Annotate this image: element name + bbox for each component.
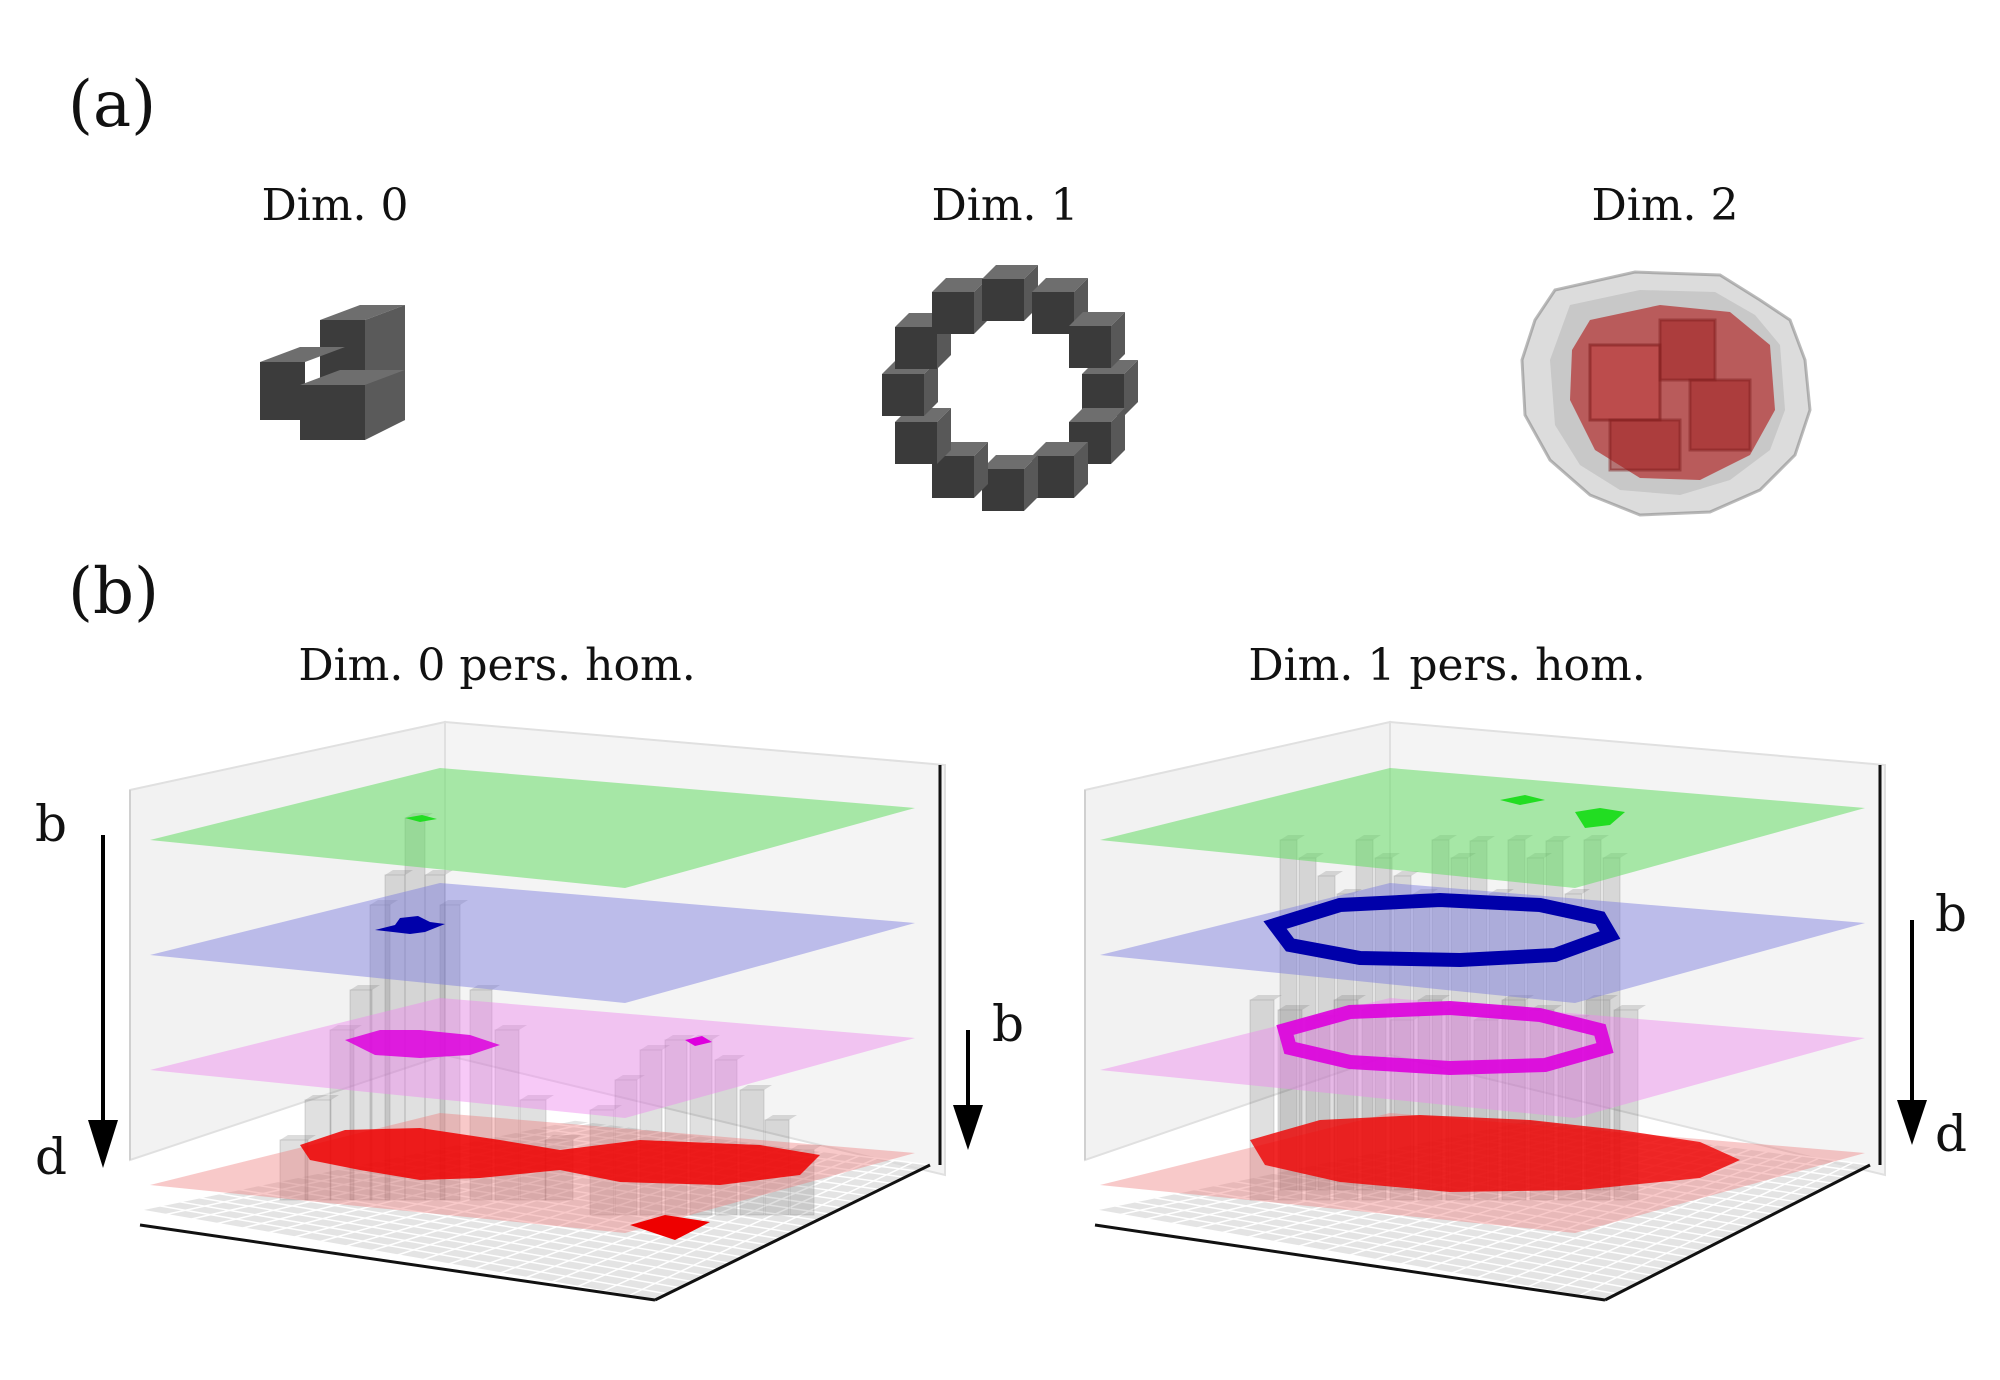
right-arrow-birth-label: b: [1935, 885, 1968, 943]
left-green-plane: [150, 768, 915, 888]
dim2-voxel-sphere: [1520, 270, 1812, 517]
left-long-arrowhead: [88, 1120, 118, 1168]
left-blue-plane: [150, 883, 915, 1003]
dim1-voxel-ring: [882, 265, 1138, 511]
panel-b-label: (b): [68, 555, 159, 629]
left-level-planes: [150, 768, 915, 1233]
right-box-front-edges: [1084, 765, 1882, 1302]
right-highlights: [1250, 795, 1740, 1192]
dim1-title: Dim. 1: [931, 180, 1079, 231]
dim0-voxel-cluster: [260, 305, 405, 440]
left-highlights: [300, 815, 820, 1240]
panel-a-label: (a): [68, 68, 157, 142]
left-short-arrow-birth-label: b: [992, 995, 1025, 1053]
dim0-pers-hom-title: Dim. 0 pers. hom.: [298, 640, 696, 691]
right-arrowhead: [1897, 1100, 1927, 1145]
left-box-front-edges: [129, 765, 942, 1302]
left-magenta-plane: [150, 998, 915, 1118]
left-short-arrowhead: [953, 1105, 983, 1150]
right-green-plane: [1100, 768, 1865, 888]
left-long-arrow-death-label: d: [35, 1128, 68, 1186]
left-long-arrow-birth-label: b: [35, 795, 68, 853]
right-arrow-death-label: d: [1935, 1105, 1968, 1163]
dim2-title: Dim. 2: [1591, 180, 1739, 231]
dim0-title: Dim. 0: [261, 180, 409, 231]
dim1-pers-hom-title: Dim. 1 pers. hom.: [1248, 640, 1646, 691]
